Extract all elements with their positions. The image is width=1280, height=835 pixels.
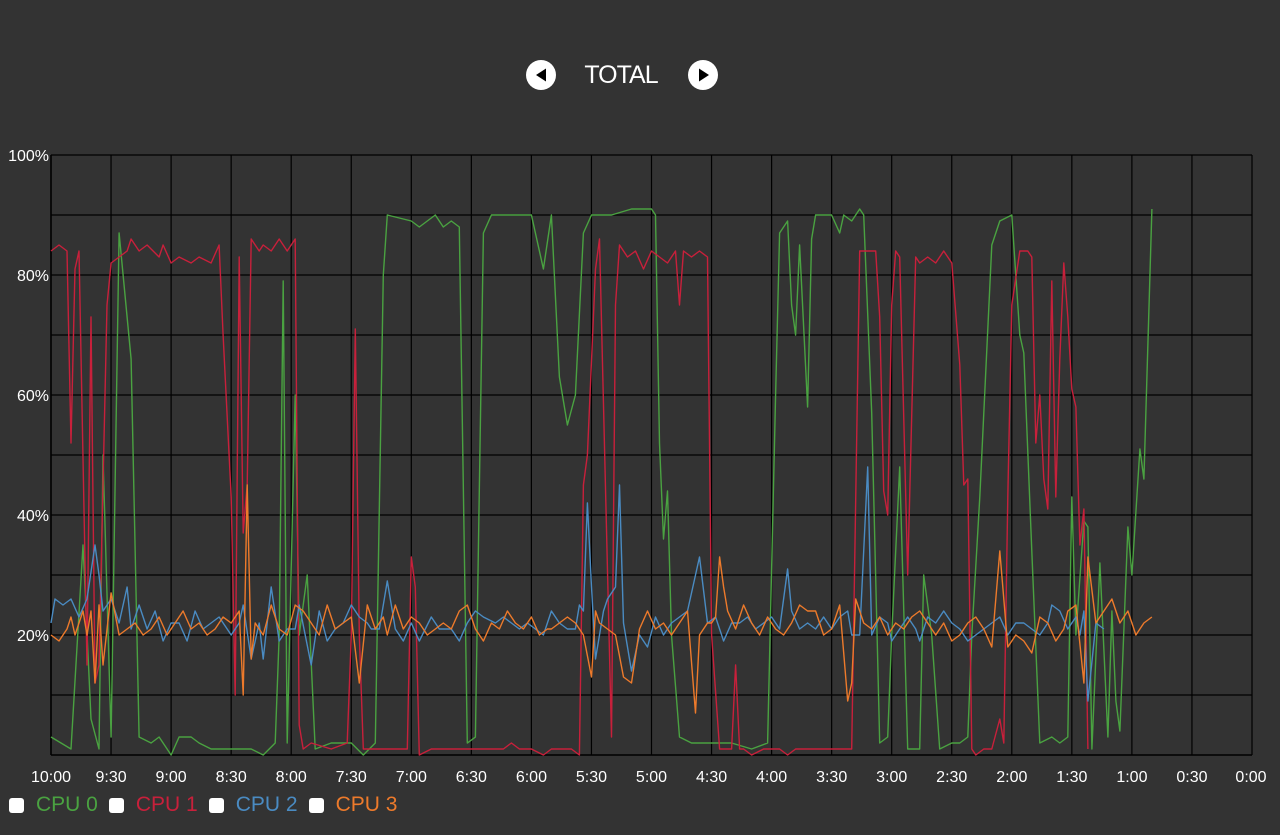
- x-tick-label: 7:30: [336, 769, 367, 786]
- legend-label: CPU 0: [36, 793, 98, 816]
- next-button[interactable]: [688, 60, 718, 90]
- x-tick-label: 10:00: [31, 769, 71, 786]
- series-line-cpu-0: [50, 208, 1153, 756]
- series-line-cpu-2: [50, 466, 1105, 702]
- x-tick-label: 8:30: [216, 769, 247, 786]
- y-tick-label: 40%: [17, 508, 49, 525]
- x-tick-label: 3:30: [816, 769, 847, 786]
- y-tick-label: 20%: [17, 628, 49, 645]
- legend-item-cpu-3[interactable]: CPU 3: [308, 793, 398, 817]
- chart-navigation: TOTAL: [0, 59, 1280, 91]
- x-tick-label: 2:30: [936, 769, 967, 786]
- x-tick-label: 6:30: [456, 769, 487, 786]
- x-tick-label: 5:00: [636, 769, 667, 786]
- x-tick-label: 6:00: [516, 769, 547, 786]
- x-tick-label: 7:00: [396, 769, 427, 786]
- chart-title: TOTAL: [584, 61, 658, 89]
- legend-label: CPU 2: [235, 793, 298, 816]
- triangle-left-icon: [536, 68, 546, 82]
- x-tick-label: 9:30: [95, 769, 126, 786]
- x-tick-label: 4:30: [696, 769, 727, 786]
- x-tick-label: 2:00: [996, 769, 1027, 786]
- chart-legend: CPU 0 CPU 1 CPU 2 CPU 3: [9, 792, 408, 818]
- triangle-right-icon: [699, 68, 709, 82]
- y-tick-label: 100%: [8, 148, 49, 165]
- previous-button[interactable]: [526, 60, 556, 90]
- legend-item-cpu-1[interactable]: CPU 1: [108, 793, 198, 817]
- y-axis-labels: 100% 80% 60% 40% 20%: [8, 148, 49, 645]
- x-tick-label: 0:00: [1235, 769, 1266, 786]
- chart-grid: [50, 154, 1253, 756]
- series-checkbox[interactable]: [108, 797, 124, 813]
- x-tick-label: 8:00: [276, 769, 307, 786]
- series-line-cpu-3: [50, 484, 1153, 714]
- legend-label: CPU 3: [335, 793, 398, 816]
- chart-series: [50, 208, 1153, 756]
- series-line-cpu-1: [50, 238, 1089, 756]
- x-tick-label: 3:00: [876, 769, 907, 786]
- series-checkbox[interactable]: [208, 797, 224, 813]
- x-tick-label: 0:30: [1176, 769, 1207, 786]
- series-checkbox[interactable]: [308, 797, 324, 813]
- y-tick-label: 60%: [17, 388, 49, 405]
- x-axis-labels: 10:00 9:30 9:00 8:30 8:00 7:30 7:00 6:30 6:00 5:3…: [31, 769, 1267, 786]
- legend-item-cpu-0[interactable]: CPU 0: [9, 793, 98, 817]
- y-tick-label: 80%: [17, 268, 49, 285]
- series-checkbox[interactable]: [9, 797, 24, 813]
- x-tick-label: 1:00: [1116, 769, 1147, 786]
- legend-item-cpu-2[interactable]: CPU 2: [208, 793, 298, 817]
- cpu-line-chart: 100% 80% 60% 40% 20% 10:00 9:30 9:00 8:30 8:00 7:…: [8, 148, 1267, 786]
- x-tick-label: 5:30: [576, 769, 607, 786]
- x-tick-label: 9:00: [156, 769, 187, 786]
- x-tick-label: 4:00: [756, 769, 787, 786]
- x-tick-label: 1:30: [1056, 769, 1087, 786]
- legend-label: CPU 1: [135, 793, 198, 816]
